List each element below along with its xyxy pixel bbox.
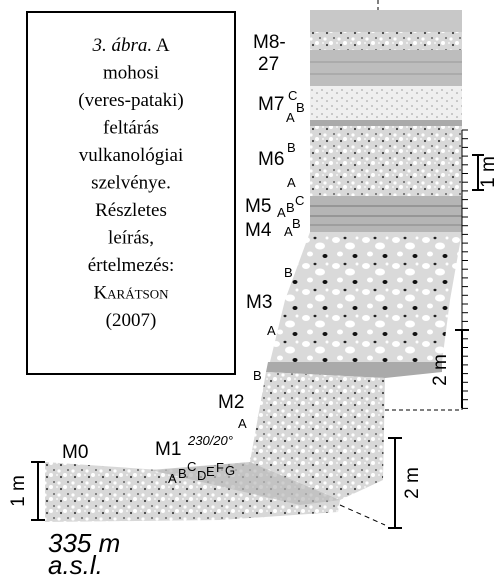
subunit-label: B: [292, 216, 301, 231]
unit-label: M4: [245, 220, 272, 241]
subunit-label: B: [296, 100, 305, 115]
subunit-label: B: [286, 200, 295, 215]
dip-label: 230/20°: [187, 433, 233, 448]
subunit-label: A: [168, 471, 177, 486]
unit-label: M8-: [253, 32, 286, 53]
scale-label: 2 m: [430, 354, 451, 386]
subunit-label: A: [267, 323, 276, 338]
caption-text: értelmezés:: [88, 255, 175, 276]
subunit-label: D: [197, 468, 206, 483]
subunit-label: B: [253, 368, 262, 383]
subunit-label: G: [225, 463, 235, 478]
unit-label: M2: [218, 392, 244, 413]
unit-label: M7: [258, 94, 284, 115]
subunit-label: C: [187, 459, 196, 474]
subunit-label: E: [206, 464, 215, 479]
caption-line: 3. ábra. A: [91, 35, 169, 56]
scale-label: 1 m: [8, 475, 29, 507]
caption-text: Részletes: [95, 200, 167, 221]
unit-label: 27: [258, 54, 279, 75]
subunit-label: A: [286, 110, 295, 125]
caption-text: mohosi: [103, 63, 159, 84]
caption-text: vulkanológiai: [79, 145, 183, 166]
subunit-label: F: [216, 460, 224, 475]
subunit-label: B: [287, 140, 296, 155]
caption-text: (veres-pataki): [78, 90, 184, 111]
caption-text: feltárás: [103, 118, 159, 139]
subunit-label: C: [295, 193, 304, 208]
elevation-unit: a.s.l.: [48, 550, 103, 578]
scale-label: 2 m: [402, 467, 423, 499]
caption-figure: 3. ábra.: [91, 35, 152, 56]
caption-text: (2007): [106, 310, 157, 331]
subunit-label: B: [178, 466, 187, 481]
scale-label: 1 m: [478, 156, 499, 188]
subunit-label: A: [287, 175, 296, 190]
unit-label: M3: [246, 292, 272, 313]
unit-label: M1: [155, 439, 181, 460]
m3-layer: [270, 232, 462, 362]
unit-label: M6: [258, 149, 284, 170]
caption-text: szelvénye.: [91, 173, 171, 194]
caption-text: A: [156, 35, 170, 56]
caption-text: leírás,: [108, 228, 154, 249]
caption-text: Karátson: [93, 283, 169, 304]
unit-label: M5: [245, 196, 271, 217]
upper-column: [310, 10, 462, 232]
subunit-label: A: [238, 416, 247, 431]
subunit-label: A: [277, 205, 286, 220]
unit-label: M0: [62, 442, 88, 463]
figure: 3. ábra. A mohosi (veres-pataki) feltárás v…: [0, 0, 501, 578]
subunit-label: B: [284, 265, 293, 280]
